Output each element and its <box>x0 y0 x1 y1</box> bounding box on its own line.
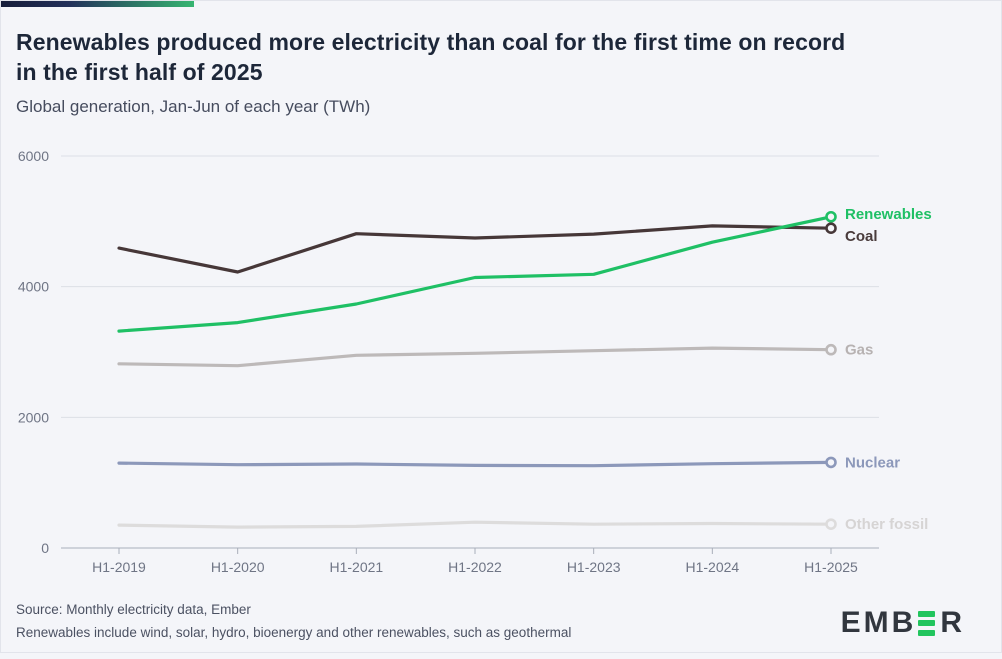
series-label-nuclear: Nuclear <box>845 454 900 471</box>
source-note: Source: Monthly electricity data, Ember <box>16 602 251 617</box>
series-line-other-fossil <box>117 520 833 529</box>
series-line-renewables <box>117 215 833 333</box>
series-line-gas <box>117 346 833 368</box>
ember-logo: EMB R <box>841 606 965 640</box>
series-endpoint-marker-nuclear <box>825 456 837 469</box>
y-axis-label-2000: 2000 <box>18 409 49 425</box>
ember-logo-suffix: R <box>940 606 965 639</box>
y-axis-label-4000: 4000 <box>18 279 49 295</box>
series-line-nuclear <box>117 460 833 468</box>
x-axis-label-H1-2021: H1-2021 <box>329 559 383 575</box>
x-axis-label-H1-2025: H1-2025 <box>804 559 858 575</box>
series-line-coal <box>117 224 833 274</box>
page-title-line2: in the first half of 2025 <box>16 59 263 85</box>
page-title: Renewables produced more electricity tha… <box>16 27 845 87</box>
x-axis-label-H1-2022: H1-2022 <box>448 559 502 575</box>
y-axis-label-0: 0 <box>41 540 49 556</box>
series-label-renewables: Renewables <box>845 206 932 223</box>
series-label-gas: Gas <box>845 342 873 359</box>
brand-accent-bar <box>1 1 194 7</box>
chart-subtitle: Global generation, Jan-Jun of each year … <box>16 97 371 116</box>
x-axis-label-H1-2024: H1-2024 <box>685 559 739 575</box>
series-endpoint-marker-gas <box>825 343 837 356</box>
chart-footer: Source: Monthly electricity data, Ember … <box>16 598 571 644</box>
x-axis-label-H1-2020: H1-2020 <box>211 559 265 575</box>
series-label-coal: Coal <box>845 228 878 245</box>
x-axis-label-H1-2019: H1-2019 <box>92 559 146 575</box>
ember-logo-green-e-icon <box>918 610 936 636</box>
series-endpoint-marker-other-fossil <box>825 518 837 530</box>
definition-note: Renewables include wind, solar, hydro, b… <box>16 625 572 640</box>
series-label-other-fossil: Other fossil <box>845 516 928 533</box>
ember-logo-prefix: EMB <box>840 606 917 639</box>
y-axis-label-6000: 6000 <box>18 148 49 164</box>
series-endpoint-marker-renewables <box>825 210 837 223</box>
x-axis-label-H1-2023: H1-2023 <box>567 559 621 575</box>
series-endpoint-marker-coal <box>825 222 837 234</box>
page-title-line1: Renewables produced more electricity tha… <box>16 29 846 55</box>
